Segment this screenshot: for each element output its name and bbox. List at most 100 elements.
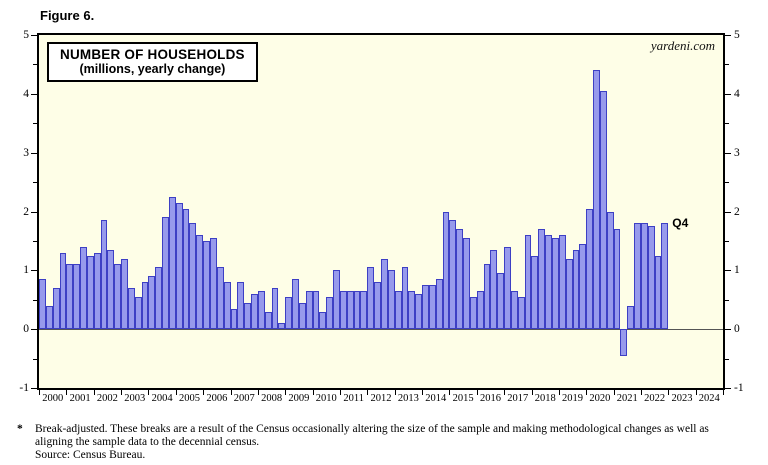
bar-2007-q4: [251, 293, 258, 330]
y-axis-tick-left: [31, 35, 37, 36]
y-axis-label-right: 0: [734, 323, 740, 336]
bar-2008-q4: [278, 323, 286, 330]
y-axis-label-left: 1: [23, 264, 29, 277]
footnote: * Break-adjusted. These breaks are a res…: [17, 423, 709, 462]
bar-2018-q1: [531, 255, 539, 330]
x-axis-label-2008: 2008: [261, 393, 283, 404]
y-axis-label-right: 4: [734, 87, 740, 100]
y-axis-minor-tick-left: [33, 299, 37, 301]
bar-2004-q1: [148, 276, 156, 330]
x-axis-tick: [39, 390, 40, 395]
y-axis-tick-left: [31, 211, 37, 213]
bar-2005-q4: [196, 235, 204, 330]
x-axis-tick: [640, 390, 642, 395]
bar-2001-q4: [86, 255, 94, 330]
bar-2012-q3: [381, 258, 388, 330]
bar-2016-q3: [490, 249, 498, 330]
chart-subtitle: (millions, yearly change): [79, 62, 226, 76]
y-axis-label-left: 4: [23, 87, 29, 100]
x-axis-label-2006: 2006: [206, 393, 228, 404]
x-axis-tick: [340, 390, 341, 395]
bar-2000-q2: [45, 305, 53, 330]
bar-2006-q4: [223, 282, 231, 330]
bar-2017-q1: [504, 246, 511, 330]
bar-2021-q2: [620, 329, 628, 356]
x-axis-tick: [285, 390, 287, 395]
bar-2014-q1: [422, 285, 429, 330]
y-axis-tick-left: [31, 152, 37, 154]
y-axis-minor-tick-left: [33, 123, 37, 125]
x-axis-label-2002: 2002: [96, 393, 118, 404]
x-axis-label-2001: 2001: [69, 393, 91, 404]
bar-2012-q1: [367, 267, 375, 330]
y-axis-minor-tick-right: [725, 182, 729, 184]
x-axis-label-2000: 2000: [42, 393, 64, 404]
q4-annotation: Q4: [672, 216, 689, 231]
x-axis-tick: [148, 390, 150, 395]
bar-2003-q2: [127, 287, 135, 330]
bar-2015-q2: [456, 229, 464, 330]
y-axis-tick-left: [31, 270, 37, 272]
bar-2016-q2: [483, 264, 491, 330]
bar-2007-q1: [230, 308, 238, 330]
bar-2001-q2: [73, 264, 81, 330]
x-axis-label-2014: 2014: [425, 393, 447, 404]
bar-2022-q3: [654, 255, 662, 330]
bar-2011-q1: [339, 290, 347, 330]
bar-2016-q1: [476, 290, 484, 330]
y-axis-label-left: -1: [19, 382, 29, 394]
x-axis-label-2022: 2022: [644, 393, 666, 404]
bar-2004-q2: [155, 267, 163, 330]
bar-2014-q2: [428, 285, 436, 330]
footnote-text: Break-adjusted. These breaks are a resul…: [35, 423, 709, 462]
bar-2003-q1: [121, 258, 128, 330]
bar-2009-q3: [298, 302, 306, 330]
bar-2020-q1: [586, 208, 594, 330]
y-axis-label-left: 3: [23, 146, 29, 159]
y-axis-minor-tick-left: [33, 358, 37, 360]
bar-2016-q4: [497, 273, 505, 330]
y-axis-label-left: 2: [23, 205, 29, 218]
x-axis-tick: [230, 390, 232, 395]
bar-2010-q2: [319, 311, 327, 330]
bar-2004-q4: [168, 196, 176, 330]
x-axis-tick: [449, 390, 451, 395]
bar-2009-q2: [292, 279, 299, 330]
bar-2011-q3: [353, 290, 361, 330]
bar-2007-q3: [244, 302, 252, 330]
bar-2009-q4: [305, 290, 313, 330]
bar-2021-q1: [613, 229, 621, 330]
bar-2004-q3: [162, 217, 169, 330]
y-axis-label-left: 0: [23, 323, 29, 336]
bar-2017-q2: [510, 290, 518, 330]
y-axis-minor-tick-left: [33, 240, 37, 242]
y-axis-label-right: 1: [734, 264, 740, 277]
x-axis-tick: [723, 390, 724, 395]
bar-2006-q3: [216, 267, 224, 330]
x-axis-tick: [175, 390, 177, 395]
bar-2007-q2: [237, 282, 245, 330]
bar-2012-q4: [387, 270, 395, 330]
x-axis-label-2024: 2024: [698, 393, 720, 404]
y-axis-tick-left: [31, 329, 37, 331]
x-axis-tick: [257, 390, 259, 395]
x-axis-label-2017: 2017: [507, 393, 529, 404]
bar-2021-q4: [634, 223, 641, 330]
x-axis-label-2018: 2018: [534, 393, 556, 404]
bar-2021-q3: [627, 305, 635, 330]
bar-2000-q1: [39, 279, 46, 330]
x-axis-tick: [312, 390, 314, 395]
x-axis-label-2003: 2003: [124, 393, 146, 404]
y-axis-tick-left: [31, 388, 37, 389]
y-axis-label-right: 5: [734, 29, 740, 41]
bar-2014-q3: [435, 279, 443, 330]
bar-2011-q2: [346, 290, 354, 330]
x-axis-tick: [476, 390, 478, 395]
y-axis-tick-right: [725, 388, 731, 389]
bar-2015-q1: [449, 220, 457, 330]
bar-2005-q1: [175, 202, 183, 330]
bar-2002-q2: [100, 220, 108, 330]
bar-2002-q3: [107, 249, 115, 330]
x-axis-tick: [504, 390, 506, 395]
